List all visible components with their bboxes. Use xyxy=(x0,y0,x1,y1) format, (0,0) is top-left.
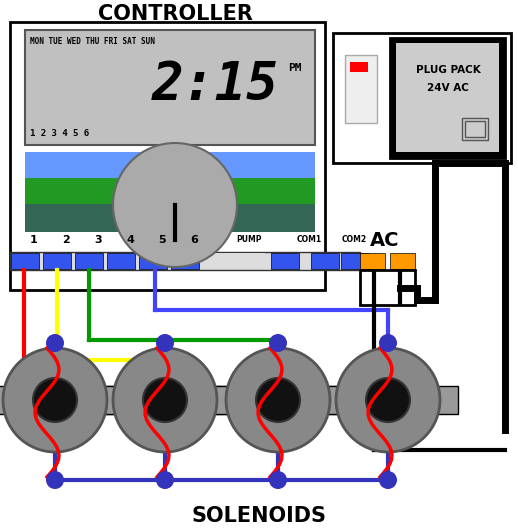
Text: 5: 5 xyxy=(158,235,166,245)
Circle shape xyxy=(156,471,174,489)
Circle shape xyxy=(269,471,287,489)
Text: PM: PM xyxy=(288,63,301,73)
Circle shape xyxy=(143,378,187,422)
Bar xyxy=(333,33,511,163)
Text: 1 2 3 4 5 6: 1 2 3 4 5 6 xyxy=(30,128,89,137)
Text: CONTROLLER: CONTROLLER xyxy=(97,4,252,24)
Text: 4: 4 xyxy=(126,235,134,245)
Bar xyxy=(10,252,360,270)
Text: 24V AC: 24V AC xyxy=(427,83,469,93)
Bar xyxy=(11,253,39,269)
Bar xyxy=(360,253,385,269)
Circle shape xyxy=(226,348,330,452)
Text: COM2: COM2 xyxy=(341,235,367,244)
Circle shape xyxy=(269,334,287,352)
Circle shape xyxy=(366,378,410,422)
Bar xyxy=(0,386,125,414)
Circle shape xyxy=(113,143,237,267)
Circle shape xyxy=(379,334,397,352)
Circle shape xyxy=(336,348,440,452)
Bar xyxy=(390,38,505,158)
Bar xyxy=(341,253,369,269)
Bar xyxy=(360,270,415,305)
Bar xyxy=(75,253,103,269)
Text: 2:15: 2:15 xyxy=(151,59,279,111)
Text: MON TUE WED THU FRI SAT SUN: MON TUE WED THU FRI SAT SUN xyxy=(30,38,155,47)
Text: 2: 2 xyxy=(62,235,70,245)
Text: 3: 3 xyxy=(94,235,102,245)
Circle shape xyxy=(379,471,397,489)
Bar xyxy=(462,118,488,140)
Text: 6: 6 xyxy=(190,235,198,245)
Circle shape xyxy=(156,334,174,352)
Bar xyxy=(465,121,485,137)
Bar xyxy=(107,253,135,269)
Bar xyxy=(25,204,315,232)
Bar xyxy=(390,253,415,269)
Text: SOLENOIDS: SOLENOIDS xyxy=(192,506,326,526)
Bar xyxy=(200,253,265,269)
Bar xyxy=(139,253,167,269)
Circle shape xyxy=(113,348,217,452)
Bar xyxy=(271,253,299,269)
Text: PLUG PACK: PLUG PACK xyxy=(415,65,480,75)
Bar xyxy=(171,253,199,269)
Bar xyxy=(350,62,368,72)
Circle shape xyxy=(46,471,64,489)
Bar xyxy=(25,178,315,206)
Bar xyxy=(25,152,315,180)
Bar xyxy=(311,253,339,269)
Circle shape xyxy=(33,378,77,422)
Circle shape xyxy=(46,334,64,352)
Text: 1: 1 xyxy=(30,235,38,245)
Bar xyxy=(345,55,377,123)
Bar xyxy=(43,253,71,269)
Bar xyxy=(318,386,458,414)
Circle shape xyxy=(256,378,300,422)
Text: COM1: COM1 xyxy=(296,235,322,244)
Text: AC: AC xyxy=(370,231,400,250)
Circle shape xyxy=(3,348,107,452)
Bar xyxy=(396,43,499,152)
Bar xyxy=(10,22,325,290)
Bar xyxy=(95,386,235,414)
Bar xyxy=(208,386,348,414)
Text: PUMP: PUMP xyxy=(236,235,262,244)
Bar xyxy=(25,30,315,145)
